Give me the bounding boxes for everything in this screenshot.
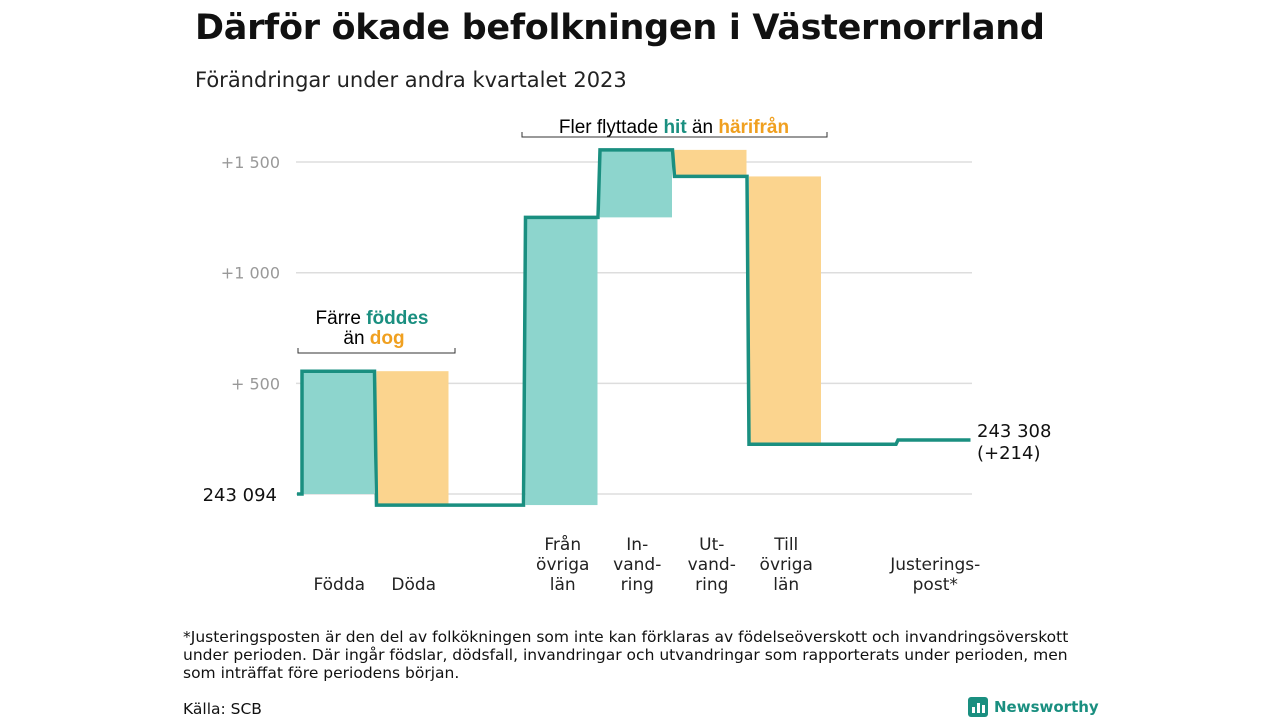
annotation-births-text-1: Färre [316,308,367,329]
annotation-births-deaths: Färre föddes än dog [297,308,456,354]
step-line [297,148,971,507]
bars-layer [302,149,821,506]
category-label-8: Justerings-post* [889,555,980,595]
annotation-migration: Fler flyttade hit än härifrån [521,117,828,138]
annotation-migration-hit: hit [663,117,687,138]
annotation-births-text-2: än [343,328,369,349]
annotation-migration-text-1: Fler flyttade [559,117,664,138]
end-change-label: (+214) [977,443,1040,464]
annotation-births-bracket [297,348,456,354]
category-label-4: In-vand-ring [613,535,661,595]
bar-4 [600,149,672,218]
y-tick-label-2: +1 500 [221,153,280,172]
end-value-label: 243 308 [977,421,1051,442]
annotation-migration-bracket [521,132,828,138]
category-label-1: Döda [391,575,436,595]
source-label: Källa: SCB [183,700,262,718]
footnote: *Justeringsposten är den del av folkökni… [183,628,1069,682]
category-label-5: Ut-vand-ring [688,535,736,595]
annotation-births-highlight: föddes [366,308,428,329]
category-label-3: Från övriga län [536,534,589,595]
brand-name: Newsworthy [994,698,1099,716]
brand-logo: Newsworthy [968,697,1099,717]
bar-1 [376,371,449,506]
bar-5 [674,149,747,177]
bar-6 [749,176,821,445]
chart-subtitle: Förändringar under andra kvartalet 2023 [195,68,627,92]
bar-0 [302,371,374,494]
svg-text:än dog: än dog [343,328,404,349]
annotation-deaths-highlight: dog [370,328,405,349]
chart-title: Därför ökade befolkningen i Västernorrla… [195,8,1045,48]
category-label-0: Födda [313,575,365,595]
svg-text:Färre föddes: Färre föddes [316,308,429,329]
y-tick-label-1: +1 000 [221,264,280,283]
bar-3 [525,217,598,506]
category-label-6: Till övriga län [760,535,813,595]
svg-text:Fler flyttade hit än härifrån: Fler flyttade hit än härifrån [559,117,789,138]
annotation-migration-text-2: än [687,117,719,138]
line-layer [297,148,971,507]
labels-layer: + 500 +1 000 +1 500 Födda Döda Från övriga län I… [203,153,1052,595]
start-value-label: 243 094 [203,485,277,506]
y-tick-label-0: + 500 [231,374,280,393]
bar-chart-icon [968,697,988,717]
annotation-migration-harifran: härifrån [718,117,789,138]
